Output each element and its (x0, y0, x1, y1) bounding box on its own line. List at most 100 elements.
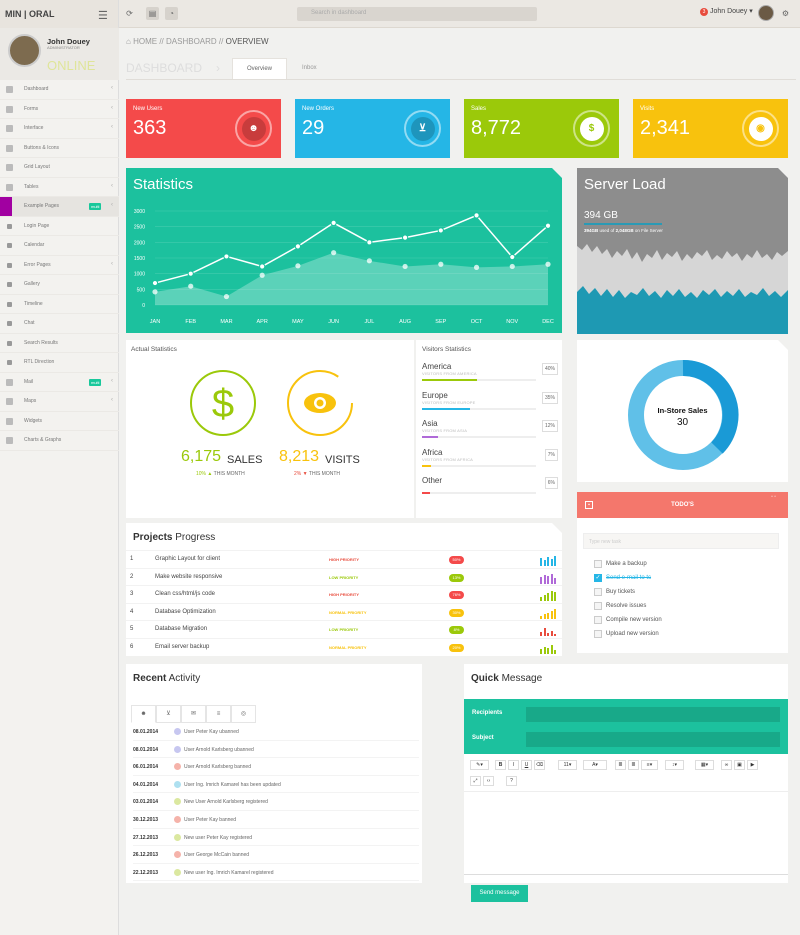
line-height-select[interactable]: ↕▾ (665, 760, 684, 770)
bullet-list-icon[interactable]: ≣ (615, 760, 626, 770)
menu-toggle-icon[interactable]: ☰ (98, 10, 108, 22)
sidebar-item[interactable]: Widgets (0, 412, 119, 431)
visitors-panel: Visitors Statistics America VISITORS FROM… (416, 340, 562, 518)
todo-text: Make a backup (606, 561, 647, 567)
todo-checkbox[interactable] (594, 602, 602, 610)
sidebar-item[interactable]: Chat (0, 314, 119, 334)
tab-chat-icon[interactable]: ◎ (231, 705, 256, 723)
tab-list-icon[interactable]: ≡ (206, 705, 231, 723)
sparkline (540, 608, 558, 619)
bell-icon[interactable]: ◔ (165, 7, 178, 20)
y-tick-label: 0 (142, 303, 145, 309)
fullscreen-icon[interactable]: ⤢ (470, 776, 481, 786)
activity-message: New user Peter Kay registered (184, 834, 253, 841)
list-icon[interactable]: ▤ (146, 7, 159, 20)
crumb-dashboard[interactable]: DASHBOARD (166, 37, 217, 46)
nav-icon (6, 164, 13, 171)
underline-button[interactable]: U (521, 760, 532, 770)
kpi-value: 2,341 (640, 117, 691, 139)
table-select[interactable]: ▦▾ (695, 760, 714, 770)
todo-checkbox[interactable]: ✓ (594, 574, 602, 582)
sidebar-item[interactable]: Search Results (0, 334, 119, 353)
font-size-select[interactable]: 11▾ (558, 760, 577, 770)
search-input[interactable]: Search in dashboard (297, 7, 537, 21)
sidebar-item[interactable]: Calendar (0, 236, 119, 256)
message-fields: Recipients Subject (464, 699, 788, 754)
top-user-name: John Douey (709, 8, 748, 15)
image-icon[interactable]: ▣ (734, 760, 745, 770)
recipients-input[interactable] (526, 707, 780, 722)
eraser-icon[interactable]: ⌫ (534, 760, 545, 770)
refresh-icon[interactable]: ⟳ (126, 9, 133, 18)
tab-users-icon[interactable]: ☻ (131, 705, 156, 723)
sidebar-item[interactable]: Dashboard ‹ (0, 80, 119, 100)
italic-button[interactable]: I (508, 760, 519, 770)
bold-button[interactable]: B (495, 760, 506, 770)
sidebar-item[interactable]: Mail multi ‹ (0, 373, 119, 392)
instore-label: In-Store Sales (657, 406, 708, 415)
font-color-select[interactable]: A▾ (583, 760, 607, 770)
crumb-home[interactable]: HOME (133, 37, 158, 46)
x-tick-label: JUL (364, 319, 374, 325)
sidebar-item[interactable]: Example Pages multi ‹ (0, 197, 119, 217)
gear-icon[interactable]: ⚙ (781, 9, 790, 18)
sidebar-item[interactable]: Tables ‹ (0, 178, 119, 197)
sidebar-item[interactable]: Buttons & Icons (0, 139, 119, 158)
sidebar-item[interactable]: Login Page (0, 217, 119, 236)
todo-text: Buy tickets (606, 589, 636, 595)
user-icon (174, 763, 181, 771)
sidebar-item[interactable]: Grid Layout (0, 158, 119, 178)
visitor-pct: 12% (541, 420, 558, 432)
panel-controls-icon[interactable]: ▫ ▫ (771, 494, 776, 500)
tab-overview[interactable]: Overview (232, 58, 288, 79)
tab-cart-icon[interactable]: ⊻ (156, 705, 181, 723)
page-title: DASHBOARD (126, 61, 203, 75)
todo-checkbox[interactable] (594, 630, 602, 638)
sidebar-item[interactable]: Timeline (0, 295, 119, 314)
visitor-pct: 40% (541, 363, 558, 375)
wand-icon[interactable]: ✎▾ (470, 760, 489, 770)
tab-mail-icon[interactable]: ✉ (181, 705, 206, 723)
kpi-card: Sales 8,772 $ (464, 99, 619, 158)
logo[interactable]: MIN | ORAL ☰ (0, 0, 119, 28)
code-icon[interactable]: ‹› (483, 776, 494, 786)
avatar[interactable] (758, 5, 774, 21)
todo-checkbox[interactable] (594, 588, 602, 596)
numbered-list-icon[interactable]: ≣ (628, 760, 639, 770)
sidebar-item[interactable]: Charts & Graphs (0, 431, 119, 451)
message-body[interactable] (464, 791, 788, 875)
data-point (544, 222, 552, 229)
project-task: Graphic Layout for client (155, 556, 221, 562)
sidebar-item-label: Chat (24, 320, 35, 326)
link-icon[interactable]: ∞ (721, 760, 732, 770)
data-point (473, 264, 480, 270)
chevron-left-icon: ‹ (111, 377, 113, 384)
nav-icon (6, 105, 13, 113)
chevron-left-icon: ‹ (111, 85, 113, 91)
recipients-label: Recipients (472, 710, 503, 716)
sidebar-item[interactable]: Gallery (0, 275, 119, 295)
y-tick-label: 1000 (134, 272, 145, 278)
subject-input[interactable] (526, 732, 780, 747)
sidebar-item[interactable]: Maps ‹ (0, 392, 119, 412)
visitors-title: Visitors Statistics (422, 346, 472, 353)
sidebar-item[interactable]: RTL Direction (0, 353, 119, 373)
sidebar-item[interactable]: Error Pages ‹ (0, 256, 119, 275)
todo-checkbox[interactable] (594, 560, 602, 568)
project-number: 2 (130, 573, 134, 580)
help-icon[interactable]: ? (506, 776, 517, 786)
sidebar-item[interactable]: Forms ‹ (0, 100, 119, 119)
send-message-button[interactable]: Send message (471, 885, 528, 902)
align-select[interactable]: ≡▾ (641, 760, 658, 770)
tab-inbox[interactable]: Inbox (302, 65, 317, 71)
sidebar-item[interactable]: Interface ‹ (0, 119, 119, 139)
visits-number: 8,213 (279, 448, 320, 465)
video-icon[interactable]: ▶ (747, 760, 758, 770)
activity-row: 27.12.2013 New user Peter Kay registered (133, 829, 419, 847)
user-menu[interactable]: 3 John Douey ▾ (700, 7, 753, 16)
activity-date: 27.12.2013 (133, 834, 159, 841)
todo-checkbox[interactable] (594, 616, 602, 624)
user-icon (174, 833, 181, 841)
data-point (473, 212, 480, 219)
todo-input[interactable]: Type new task (583, 533, 779, 549)
